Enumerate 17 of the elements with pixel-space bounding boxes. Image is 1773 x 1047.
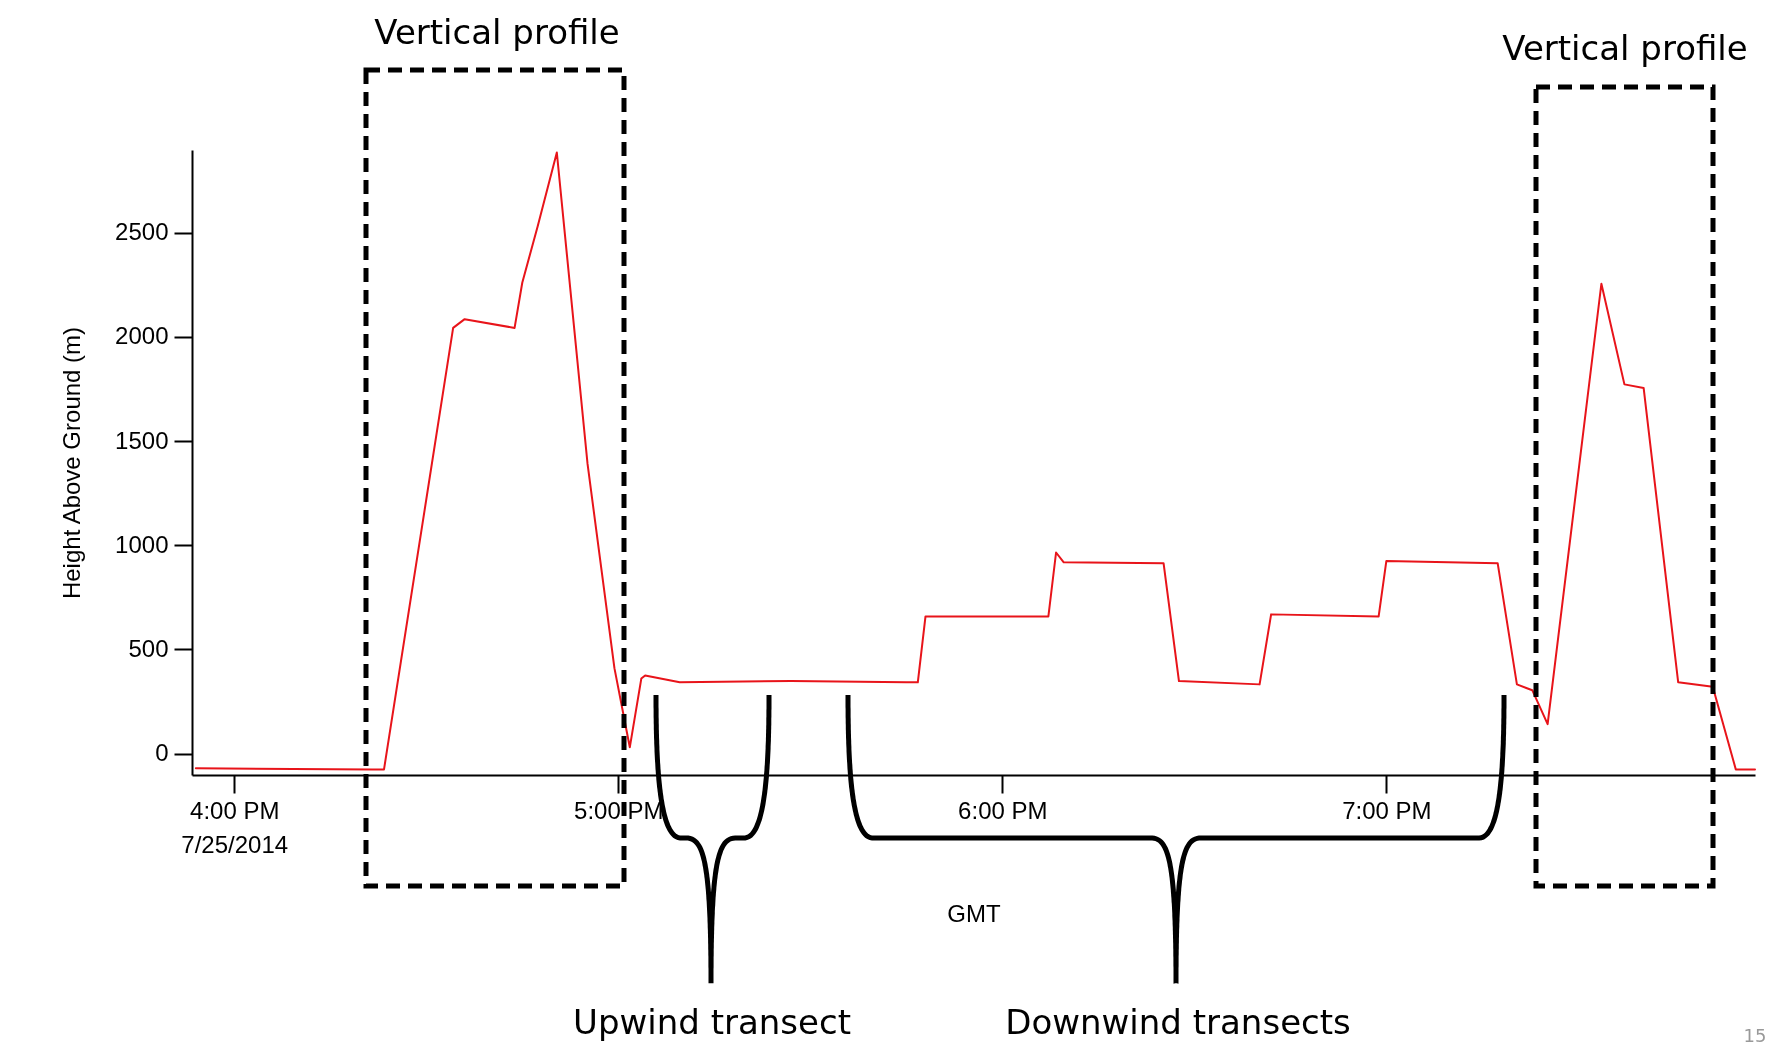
y-tick-label: 1500: [115, 426, 169, 454]
text: 15: [1743, 1024, 1767, 1046]
text: Vertical profile: [1502, 28, 1748, 68]
text: Vertical profile: [374, 12, 620, 52]
x-tick-label: 7:00 PM: [1342, 796, 1432, 824]
y-axis-title: Height Above Ground (m): [58, 326, 86, 600]
y-tick-label: 1000: [115, 530, 169, 558]
line-series: [194, 151, 1756, 771]
text: Upwind transect: [572, 1002, 852, 1042]
y-tick-label: 500: [128, 634, 169, 662]
x-tick-label: 6:00 PM: [958, 796, 1048, 824]
x-axis-title: GMT: [947, 899, 1001, 927]
y-tick-label: 2500: [115, 218, 169, 246]
x-tick-label: 4:00 PM 7/25/2014: [181, 796, 289, 858]
text: Downwind transects: [1005, 1002, 1351, 1042]
y-tick-label: 0: [155, 739, 169, 767]
y-tick-label: 2000: [115, 322, 169, 350]
